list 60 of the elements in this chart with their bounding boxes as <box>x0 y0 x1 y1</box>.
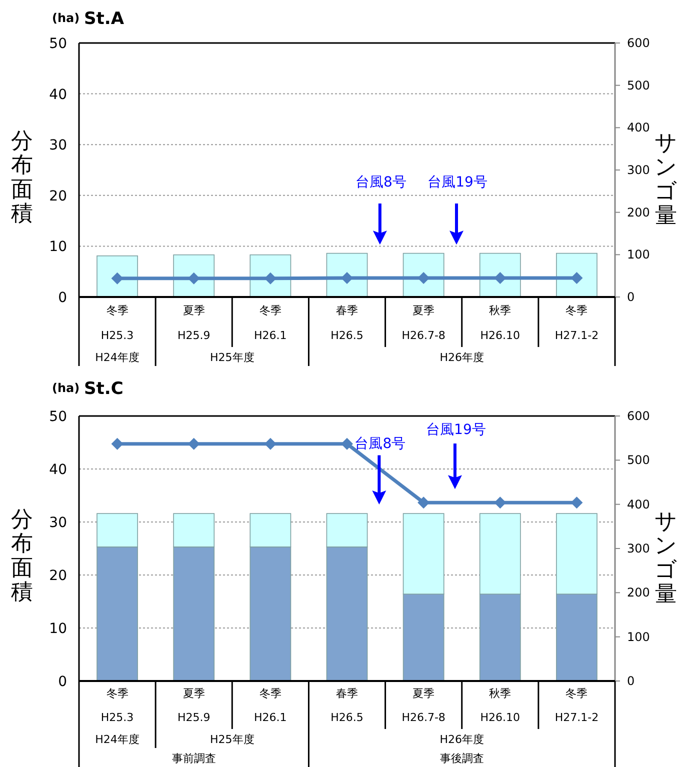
y2-tick-label: 300 <box>627 163 650 177</box>
y-tick-label: 20 <box>49 188 67 204</box>
text: H25年度 <box>210 351 254 364</box>
y2-tick-label: 100 <box>627 630 650 644</box>
x-tick-label: 冬季 H25.3 <box>100 687 134 724</box>
annotation: 台風8号 <box>355 174 406 190</box>
annotation: 台風19号 <box>426 422 486 438</box>
text: 事前調査 <box>172 752 216 765</box>
x-tick-label: 夏季 H25.9 <box>177 687 210 724</box>
y2-axis-title: サンゴ量 <box>654 510 678 608</box>
y-tick-label: 40 <box>49 462 67 478</box>
y2-tick-label: 500 <box>627 78 650 92</box>
y2-tick-label: 400 <box>627 120 650 135</box>
y-axis-title: 分布面積 <box>11 508 33 606</box>
y-tick-label: 0 <box>58 674 67 690</box>
y-tick-label: 50 <box>49 409 67 425</box>
y-tick-label: 40 <box>49 86 67 103</box>
y2-tick-label: 600 <box>627 36 650 50</box>
text: 事後調査 <box>440 752 484 765</box>
y2-tick-label: 200 <box>627 586 650 600</box>
x-tick-label: 冬季 H26.1 <box>254 687 287 724</box>
chart-title: St.A <box>84 9 125 29</box>
x-tick-label: 春季 H26.5 <box>330 304 364 342</box>
x-tick-label: 春季 H26.5 <box>330 687 364 724</box>
y2-tick-label: 0 <box>627 290 635 304</box>
text: (ha) <box>52 381 80 395</box>
y2-tick-label: 400 <box>627 497 650 512</box>
y-tick-label: 30 <box>49 138 67 154</box>
text: H26年度 <box>440 733 484 746</box>
y-tick-label: 10 <box>49 621 67 637</box>
y2-tick-label: 200 <box>627 205 650 220</box>
x-tick-label: 冬季 H26.1 <box>254 304 287 342</box>
y2-tick-label: 300 <box>627 542 650 556</box>
y-tick-label: 50 <box>49 36 67 52</box>
y2-tick-label: 100 <box>627 248 650 262</box>
text: (ha) <box>52 11 80 25</box>
x-tick-label: 夏季 H26.7-8 <box>402 304 446 342</box>
chart-title: St.C <box>84 379 124 399</box>
y2-tick-label: 600 <box>627 409 650 423</box>
y-axis-title: 分布面積 <box>11 129 33 227</box>
annotation: 台風19号 <box>428 174 488 190</box>
y2-tick-label: 0 <box>627 674 635 688</box>
y2-axis-title: サンゴ量 <box>654 131 678 229</box>
x-tick-label: 冬季 H27.1-2 <box>554 687 599 724</box>
text: H25年度 <box>210 733 254 746</box>
y2-tick-label: 500 <box>627 453 650 468</box>
y-tick-label: 20 <box>49 568 67 584</box>
x-tick-label: 夏季 H26.7-8 <box>402 687 446 724</box>
y-tick-label: 30 <box>49 515 67 531</box>
text: H24年度 <box>95 733 140 746</box>
x-tick-label: 冬季 H25.3 <box>100 304 134 342</box>
x-tick-label: 秋季 H26.10 <box>480 304 520 342</box>
annotation: 台風8号 <box>354 436 406 452</box>
text: H24年度 <box>95 351 140 364</box>
x-tick-label: 夏季 H25.9 <box>177 304 210 342</box>
text: H26年度 <box>440 351 484 364</box>
y-tick-label: 10 <box>49 239 67 256</box>
x-tick-label: 冬季 H27.1-2 <box>554 304 599 342</box>
x-tick-label: 秋季 H26.10 <box>480 687 520 724</box>
y-tick-label: 0 <box>58 290 67 306</box>
